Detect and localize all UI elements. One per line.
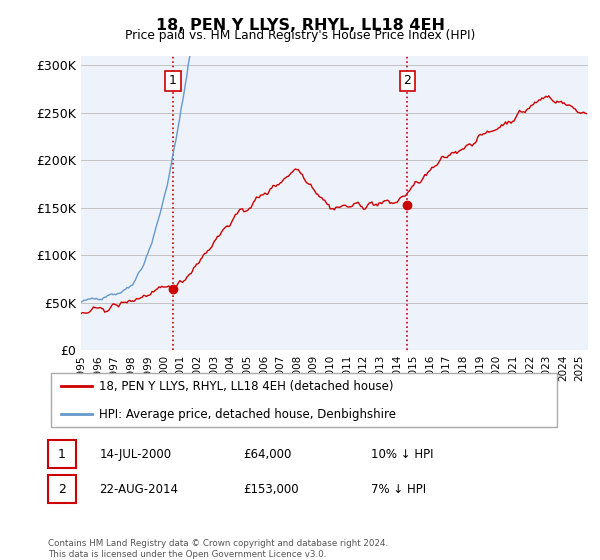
Text: 1: 1	[169, 74, 177, 87]
FancyBboxPatch shape	[50, 373, 557, 427]
Text: 2: 2	[404, 74, 412, 87]
Text: £64,000: £64,000	[243, 448, 292, 461]
Text: 10% ↓ HPI: 10% ↓ HPI	[371, 448, 434, 461]
Text: Contains HM Land Registry data © Crown copyright and database right 2024.
This d: Contains HM Land Registry data © Crown c…	[48, 539, 388, 559]
Text: 2: 2	[58, 483, 66, 496]
Bar	[48, 475, 76, 503]
Text: 22-AUG-2014: 22-AUG-2014	[100, 483, 178, 496]
Text: 18, PEN Y LLYS, RHYL, LL18 4EH (detached house): 18, PEN Y LLYS, RHYL, LL18 4EH (detached…	[100, 380, 394, 393]
Text: 1: 1	[58, 448, 66, 461]
Text: 18, PEN Y LLYS, RHYL, LL18 4EH: 18, PEN Y LLYS, RHYL, LL18 4EH	[155, 18, 445, 33]
Bar	[48, 440, 76, 468]
Text: 7% ↓ HPI: 7% ↓ HPI	[371, 483, 427, 496]
Text: £153,000: £153,000	[243, 483, 299, 496]
Text: Price paid vs. HM Land Registry's House Price Index (HPI): Price paid vs. HM Land Registry's House …	[125, 29, 475, 42]
Text: HPI: Average price, detached house, Denbighshire: HPI: Average price, detached house, Denb…	[100, 408, 397, 421]
Text: 14-JUL-2000: 14-JUL-2000	[100, 448, 172, 461]
